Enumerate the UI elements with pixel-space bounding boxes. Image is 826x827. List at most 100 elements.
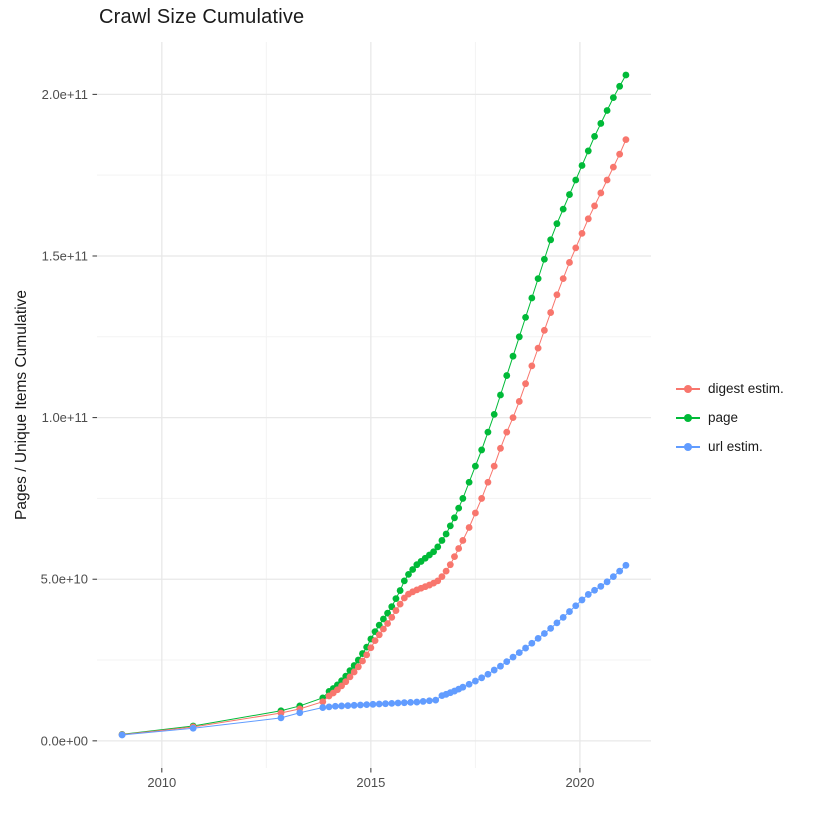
data-point-digest estim. [471, 509, 479, 517]
data-point-url estim. [296, 709, 304, 717]
data-point-url estim. [331, 702, 339, 710]
data-point-url estim. [591, 586, 598, 594]
data-point-digest estim. [603, 176, 611, 184]
data-point-page [603, 107, 611, 114]
data-point-page [503, 372, 511, 379]
data-point-url estim. [338, 702, 345, 710]
data-point-digest estim. [578, 229, 586, 237]
data-point-url estim. [400, 699, 408, 707]
data-point-digest estim. [375, 631, 383, 639]
legend-item-url-estim-: url estim. [676, 435, 784, 458]
data-point-digest estim. [371, 637, 379, 645]
data-point-page [392, 595, 400, 603]
data-point-url estim. [597, 582, 605, 590]
data-point-page [578, 162, 586, 169]
data-point-digest estim. [319, 698, 327, 706]
data-point-url estim. [459, 683, 467, 691]
data-point-digest estim. [367, 644, 375, 652]
data-point-page [597, 120, 605, 127]
y-tick-label: 5.0e+10 [41, 572, 88, 587]
data-point-digest estim. [392, 607, 400, 614]
legend-key-dot [684, 442, 692, 451]
data-point-url estim. [319, 704, 327, 711]
data-point-url estim. [616, 567, 624, 575]
data-point-url estim. [584, 591, 592, 598]
legend-key-dot [684, 413, 692, 422]
data-point-url estim. [189, 724, 197, 732]
data-point-digest estim. [342, 678, 350, 686]
data-point-url estim. [490, 666, 498, 674]
data-point-url estim. [603, 578, 611, 586]
data-point-digest estim. [380, 625, 387, 633]
data-point-page [459, 495, 467, 502]
data-point-url estim. [572, 602, 580, 610]
y-tick-label: 0.0e+00 [41, 733, 88, 748]
legend-key-icon [676, 406, 700, 429]
data-point-url estim. [369, 700, 377, 708]
data-point-digest estim. [434, 577, 442, 585]
data-point-page [497, 391, 504, 399]
data-point-url estim. [344, 702, 352, 710]
data-point-digest estim. [616, 150, 624, 158]
data-point-url estim. [540, 630, 548, 637]
data-point-page [400, 577, 408, 585]
data-point-url estim. [394, 699, 402, 707]
data-point-digest estim. [503, 428, 511, 436]
data-point-digest estim. [346, 673, 354, 681]
data-point-digest estim. [597, 189, 605, 197]
data-point-page [609, 94, 617, 101]
data-point-page [384, 609, 391, 617]
data-point-digest estim. [388, 613, 396, 621]
data-point-page [591, 132, 598, 140]
data-point-digest estim. [446, 561, 454, 569]
legend-key-icon [676, 377, 700, 400]
data-point-url estim. [547, 624, 555, 632]
data-point-digest estim. [363, 651, 371, 659]
data-point-page [430, 548, 437, 556]
data-point-url estim. [382, 700, 389, 708]
data-point-url estim. [277, 714, 285, 722]
data-point-url estim. [363, 701, 371, 709]
data-point-url estim. [413, 698, 421, 706]
y-tick-label: 2.0e+11 [42, 87, 88, 102]
data-point-page [540, 255, 548, 263]
data-point-url estim. [419, 698, 427, 705]
data-point-page [490, 410, 498, 418]
data-point-url estim. [350, 701, 358, 709]
data-point-page [534, 275, 542, 283]
data-point-url estim. [432, 696, 440, 704]
data-point-page [478, 446, 486, 454]
data-point-page [509, 352, 517, 360]
data-point-page [438, 537, 446, 544]
data-point-url estim. [528, 639, 536, 647]
x-tick-label: 2020 [565, 775, 594, 790]
data-point-digest estim. [455, 545, 463, 552]
data-point-url estim. [325, 703, 333, 711]
legend-label: digest estim. [708, 381, 784, 396]
data-point-page [434, 543, 442, 551]
data-point-url estim. [118, 731, 126, 739]
data-point-digest estim. [497, 444, 504, 452]
data-point-digest estim. [396, 600, 404, 608]
data-point-page [442, 530, 450, 538]
legend-label: page [708, 410, 739, 425]
data-point-page [396, 587, 404, 594]
data-point-url estim. [566, 608, 573, 615]
data-point-digest estim. [559, 275, 567, 283]
data-point-digest estim. [277, 709, 285, 717]
data-point-digest estim. [547, 309, 555, 316]
data-point-digest estim. [384, 620, 391, 627]
data-point-url estim. [497, 662, 504, 670]
data-point-digest estim. [459, 537, 467, 544]
legend-item-page: page [676, 406, 784, 429]
data-point-page [528, 294, 536, 302]
data-point-digest estim. [484, 478, 492, 486]
data-point-page [446, 522, 454, 530]
legend-label: url estim. [708, 439, 763, 454]
data-point-digest estim. [515, 398, 523, 405]
data-point-url estim. [407, 698, 414, 706]
data-point-page [584, 147, 592, 155]
data-point-digest estim. [609, 163, 617, 171]
data-point-url estim. [478, 674, 486, 682]
